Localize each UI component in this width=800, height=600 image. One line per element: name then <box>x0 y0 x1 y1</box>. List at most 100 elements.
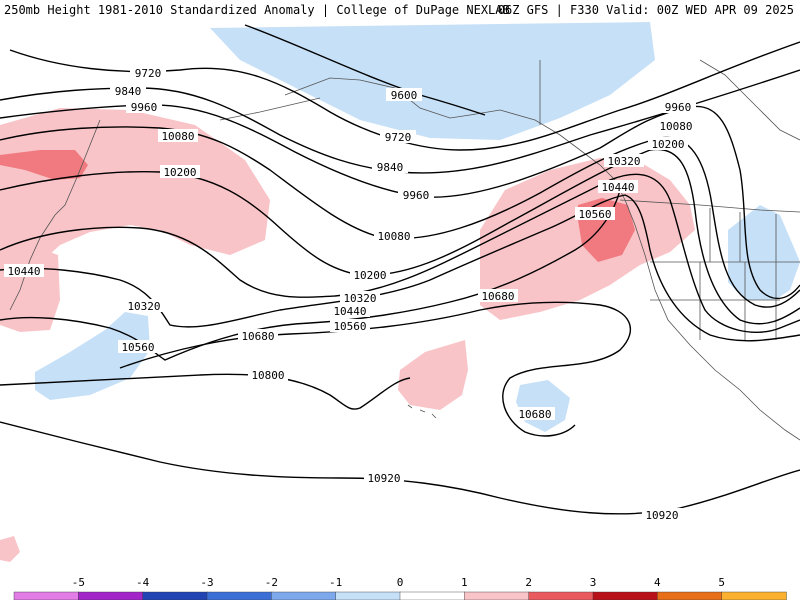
label-10080a: 10080 <box>158 129 198 143</box>
contour-label: 10800 <box>251 369 284 382</box>
colorbar-bin <box>399 591 466 600</box>
colorbar-bin <box>528 591 594 600</box>
contour-label: 9840 <box>115 85 142 98</box>
run-valid-time: 06Z GFS | F330 Valid: 00Z WED APR 09 202… <box>497 3 794 17</box>
label-10680b: 10680 <box>478 289 518 303</box>
contour-label: 9960 <box>403 189 430 202</box>
contour-label: 10680 <box>518 408 551 421</box>
label-10200a: 10200 <box>160 165 200 179</box>
label-10560b: 10560 <box>330 319 370 333</box>
colorbar-tick-label: 1 <box>461 576 468 589</box>
contour-label: 9960 <box>665 101 692 114</box>
label-10200c: 10200 <box>648 137 688 151</box>
contour-label: 10080 <box>161 130 194 143</box>
label-10320c: 10320 <box>604 154 644 168</box>
contour-10560 <box>0 189 621 361</box>
contour-label: 9960 <box>131 101 158 114</box>
label-10320b: 10320 <box>340 291 380 305</box>
contour-label: 10920 <box>645 509 678 522</box>
contour-label: 10560 <box>333 320 366 333</box>
contour-label: 10320 <box>343 292 376 305</box>
colorbar-bin <box>206 591 273 600</box>
label-9720b: 9720 <box>380 130 416 144</box>
colorbar-tick-label: 0 <box>397 576 404 589</box>
contour-labels: 9600 9720 9720 9840 9840 9960 9960 9960 … <box>4 66 696 522</box>
contour-label: 10440 <box>7 265 40 278</box>
colorbar-tick-label: 2 <box>525 576 532 589</box>
contour-label: 9720 <box>385 131 412 144</box>
product-title: 250mb Height 1981-2010 Standardized Anom… <box>4 3 510 17</box>
colorbar-bin <box>721 591 787 600</box>
label-9840b: 9840 <box>372 160 408 174</box>
colorbar-bin <box>271 591 337 600</box>
contour-label: 10560 <box>121 341 154 354</box>
hudson-shoreline <box>699 59 800 141</box>
us-state-lines <box>650 208 800 340</box>
canada-us-border <box>539 60 800 213</box>
anomaly-shading <box>0 22 800 562</box>
colorbar-tick-label: -3 <box>200 576 213 589</box>
contour-10320 <box>0 173 800 334</box>
label-9960c: 9960 <box>660 100 696 114</box>
label-10800: 10800 <box>248 368 288 382</box>
contour-label: 10680 <box>481 290 514 303</box>
negative-anomaly-subtropical-trough <box>516 380 570 432</box>
colorbar-tick-label: -5 <box>72 576 85 589</box>
colorbar-tick-label: 4 <box>654 576 661 589</box>
contour-label: 10680 <box>241 330 274 343</box>
label-10200b: 10200 <box>350 268 390 282</box>
strong-anomaly-kamchatka <box>0 150 88 180</box>
contour-10920 <box>0 421 800 515</box>
colorbar-bin <box>78 591 144 600</box>
colorbar-tick-label: 3 <box>590 576 597 589</box>
label-9840a: 9840 <box>110 84 146 98</box>
label-10920b: 10920 <box>642 508 682 522</box>
contour-label: 10920 <box>367 472 400 485</box>
contour-9960-east <box>689 105 800 300</box>
label-10320a: 10320 <box>124 299 164 313</box>
map-canvas: 9600 9720 9720 9840 9840 9960 9960 9960 … <box>0 22 800 562</box>
contour-label: 10080 <box>377 230 410 243</box>
label-10440c: 10440 <box>598 180 638 194</box>
label-9960b: 9960 <box>398 188 434 202</box>
contour-label: 10560 <box>578 208 611 221</box>
contour-label: 10080 <box>659 120 692 133</box>
colorbar-bin <box>142 591 208 600</box>
label-10560c: 10560 <box>575 207 615 221</box>
contour-10680 <box>119 301 631 437</box>
aleutian-islands <box>219 97 321 121</box>
colorbar-bin <box>592 591 659 600</box>
contour-label: 10200 <box>353 269 386 282</box>
hawaii-islands <box>407 404 437 419</box>
label-10440b: 10440 <box>330 304 370 318</box>
label-10080c: 10080 <box>656 119 696 133</box>
colorbar-tick-label: -1 <box>329 576 342 589</box>
negative-anomaly-alaska <box>210 22 655 140</box>
label-10920a: 10920 <box>364 471 404 485</box>
label-10560a: 10560 <box>118 340 158 354</box>
contour-label: 10440 <box>601 181 634 194</box>
north-america-west-coast <box>624 199 800 441</box>
header: 250mb Height 1981-2010 Standardized Anom… <box>0 0 800 20</box>
contour-label: 10200 <box>651 138 684 151</box>
colorbar-tick-label: 5 <box>718 576 725 589</box>
contour-label: 10200 <box>163 166 196 179</box>
label-9720a: 9720 <box>130 66 166 80</box>
contour-label: 9600 <box>391 89 418 102</box>
negative-anomaly-pacific-west <box>35 312 150 400</box>
contour-label: 10440 <box>333 305 366 318</box>
contour-label: 10320 <box>607 155 640 168</box>
label-9600: 9600 <box>386 88 422 102</box>
kamchatka-coastline <box>9 119 101 311</box>
contour-label: 9720 <box>135 67 162 80</box>
contour-label: 10320 <box>127 300 160 313</box>
contour-label: 9840 <box>377 161 404 174</box>
negative-anomaly-rockies <box>728 205 800 300</box>
colorbar-bin <box>657 591 723 600</box>
label-10680c: 10680 <box>515 407 555 421</box>
positive-anomaly-hawaii <box>398 340 468 410</box>
colorbar-tick-label: -2 <box>265 576 278 589</box>
label-10680a: 10680 <box>238 329 278 343</box>
colorbar-tick-label: -4 <box>136 576 150 589</box>
